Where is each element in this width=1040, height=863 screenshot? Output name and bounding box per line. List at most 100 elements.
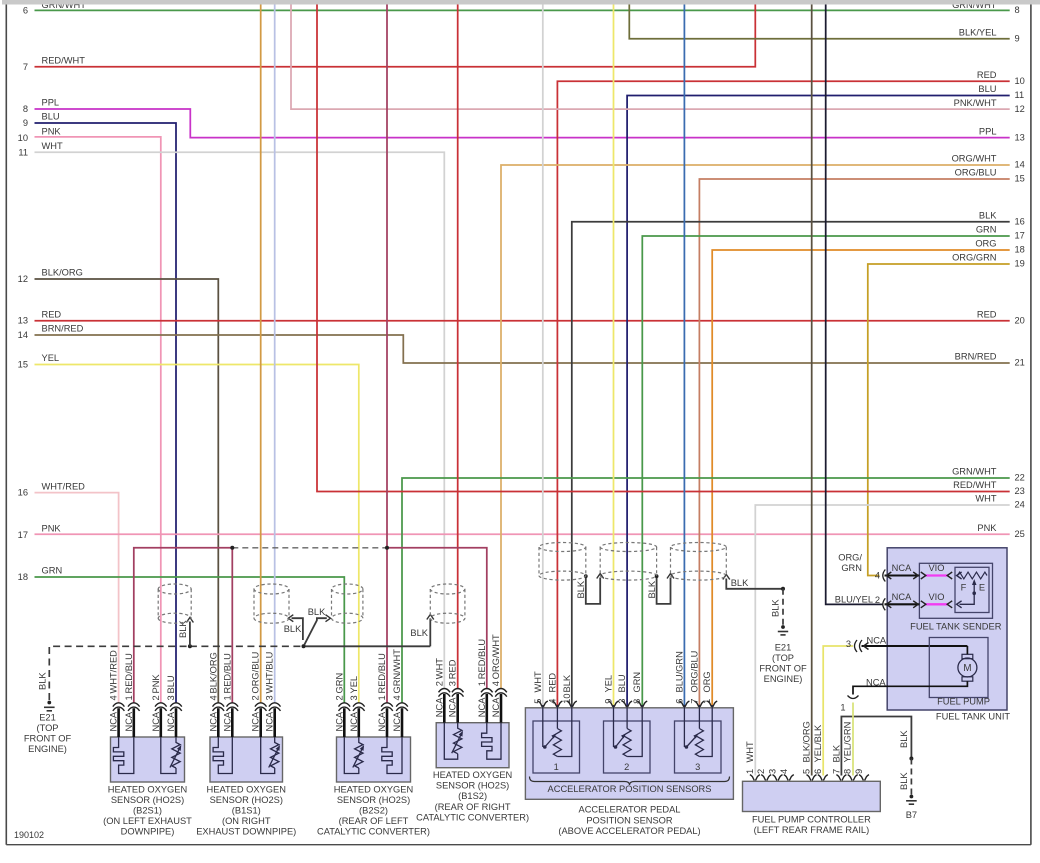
- svg-text:BLU/GRN: BLU/GRN: [674, 651, 684, 692]
- svg-text:NCA: NCA: [109, 711, 119, 731]
- svg-text:4: 4: [779, 769, 789, 774]
- svg-text:(B2S1): (B2S1): [133, 806, 162, 816]
- svg-text:GRN: GRN: [42, 566, 63, 576]
- svg-text:NCA: NCA: [448, 697, 458, 717]
- svg-text:17: 17: [1015, 231, 1025, 241]
- svg-text:BLU: BLU: [166, 675, 176, 693]
- svg-text:BLK/YEL: BLK/YEL: [959, 27, 997, 37]
- svg-text:1: 1: [124, 695, 134, 700]
- svg-text:BLK: BLK: [899, 730, 909, 748]
- svg-text:YEL: YEL: [42, 353, 60, 363]
- svg-text:23: 23: [1015, 486, 1025, 496]
- svg-text:3: 3: [846, 639, 851, 649]
- svg-text:ENGINE): ENGINE): [28, 744, 67, 754]
- svg-text:PPL: PPL: [42, 98, 60, 108]
- svg-text:PNK: PNK: [42, 524, 62, 534]
- svg-text:GRN: GRN: [632, 672, 642, 693]
- svg-text:12: 12: [18, 274, 28, 284]
- svg-text:ORG/BLU: ORG/BLU: [251, 652, 261, 694]
- svg-text:BLK: BLK: [831, 744, 841, 762]
- svg-text:HEATED OXYGEN: HEATED OXYGEN: [334, 784, 413, 794]
- svg-text:8: 8: [1015, 5, 1020, 15]
- svg-text:(B1S1): (B1S1): [232, 806, 261, 816]
- svg-text:(ON RIGHT: (ON RIGHT: [222, 816, 271, 826]
- svg-text:YEL/GRN: YEL/GRN: [843, 722, 853, 763]
- svg-text:BLK: BLK: [284, 624, 302, 634]
- svg-text:ORG/WHT: ORG/WHT: [491, 634, 501, 679]
- svg-text:ACCELERATOR PEDAL: ACCELERATOR PEDAL: [579, 805, 681, 815]
- svg-text:NCA: NCA: [208, 711, 218, 731]
- svg-text:RED/BLU: RED/BLU: [377, 653, 387, 693]
- svg-text:GRN/WHT: GRN/WHT: [952, 467, 997, 477]
- svg-text:6: 6: [23, 5, 28, 15]
- svg-text:RED: RED: [448, 659, 458, 679]
- svg-text:HEATED OXYGEN: HEATED OXYGEN: [433, 770, 512, 780]
- svg-text:WHT/BLU: WHT/BLU: [265, 652, 275, 694]
- svg-text:RED: RED: [977, 309, 997, 319]
- svg-text:4: 4: [208, 695, 218, 700]
- svg-text:NCA: NCA: [392, 711, 402, 731]
- svg-text:14: 14: [1015, 160, 1025, 170]
- svg-text:BLU/YEL: BLU/YEL: [835, 595, 873, 605]
- svg-text:2: 2: [434, 681, 444, 686]
- svg-text:PNK: PNK: [42, 127, 62, 137]
- svg-text:9: 9: [1015, 33, 1020, 43]
- svg-text:GRN/WHT: GRN/WHT: [392, 649, 402, 694]
- svg-text:GRN: GRN: [976, 225, 997, 235]
- svg-text:4: 4: [547, 699, 557, 704]
- svg-text:BLK: BLK: [647, 580, 657, 598]
- svg-text:5: 5: [533, 699, 543, 704]
- svg-text:YEL: YEL: [349, 676, 359, 694]
- svg-text:3: 3: [617, 699, 627, 704]
- svg-text:BLK/ORG: BLK/ORG: [802, 721, 812, 762]
- svg-text:8: 8: [843, 769, 853, 774]
- svg-text:BLK/ORG: BLK/ORG: [208, 652, 218, 693]
- svg-text:BLU: BLU: [42, 112, 60, 122]
- svg-text:RED: RED: [977, 70, 997, 80]
- svg-text:11: 11: [1015, 90, 1025, 100]
- svg-text:FUEL TANK SENDER: FUEL TANK SENDER: [910, 622, 1002, 632]
- svg-text:8: 8: [23, 104, 28, 114]
- svg-text:20: 20: [1015, 315, 1025, 325]
- svg-text:RED/BLU: RED/BLU: [477, 639, 487, 679]
- svg-text:1: 1: [702, 699, 712, 704]
- svg-text:10: 10: [18, 133, 28, 143]
- svg-text:EXHAUST DOWNPIPE): EXHAUST DOWNPIPE): [196, 827, 296, 837]
- svg-text:ENGINE): ENGINE): [764, 674, 803, 684]
- svg-text:PPL: PPL: [979, 126, 997, 136]
- svg-text:SENSOR (HO2S): SENSOR (HO2S): [210, 795, 283, 805]
- svg-text:18: 18: [18, 572, 28, 582]
- svg-text:2: 2: [756, 769, 766, 774]
- svg-text:FRONT OF: FRONT OF: [24, 734, 72, 744]
- svg-text:HEATED OXYGEN: HEATED OXYGEN: [108, 784, 187, 794]
- svg-text:NCA: NCA: [377, 711, 387, 731]
- svg-text:14: 14: [18, 330, 28, 340]
- svg-text:1: 1: [222, 695, 232, 700]
- svg-text:NCA: NCA: [866, 678, 886, 688]
- svg-text:F: F: [961, 583, 967, 593]
- svg-text:BLK: BLK: [38, 672, 48, 690]
- svg-text:WHT: WHT: [434, 658, 444, 679]
- svg-text:11: 11: [18, 147, 28, 157]
- svg-text:FUEL PUMP: FUEL PUMP: [937, 697, 990, 707]
- svg-text:2: 2: [151, 695, 161, 700]
- svg-text:10: 10: [562, 693, 572, 703]
- svg-text:4: 4: [875, 571, 880, 581]
- svg-text:BRN/RED: BRN/RED: [42, 324, 84, 334]
- svg-text:2: 2: [334, 695, 344, 700]
- svg-text:E21: E21: [775, 643, 792, 653]
- svg-text:RED: RED: [547, 673, 557, 693]
- svg-text:YEL/BLK: YEL/BLK: [813, 724, 823, 763]
- svg-text:DOWNPIPE): DOWNPIPE): [121, 827, 175, 837]
- svg-text:NCA: NCA: [892, 563, 912, 573]
- svg-text:GRN: GRN: [334, 673, 344, 694]
- svg-text:RED/WHT: RED/WHT: [953, 480, 997, 490]
- svg-text:SENSOR (HO2S): SENSOR (HO2S): [337, 795, 410, 805]
- svg-text:(TOP: (TOP: [36, 723, 58, 733]
- svg-text:POSITION SENSOR: POSITION SENSOR: [586, 815, 673, 825]
- svg-text:NCA: NCA: [892, 592, 912, 602]
- svg-text:2: 2: [251, 695, 261, 700]
- svg-text:3: 3: [265, 695, 275, 700]
- svg-text:FUEL PUMP CONTROLLER: FUEL PUMP CONTROLLER: [752, 814, 871, 824]
- svg-text:HEATED OXYGEN: HEATED OXYGEN: [207, 784, 286, 794]
